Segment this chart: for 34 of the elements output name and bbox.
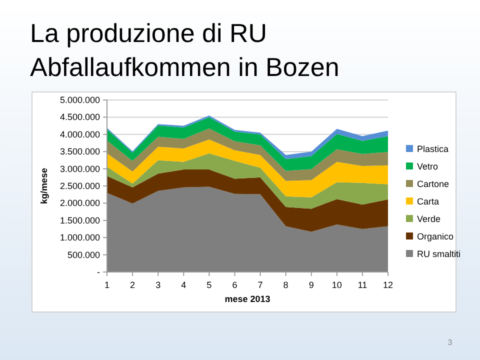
x-tick-label: 4 xyxy=(181,280,186,290)
legend-label: Carta xyxy=(417,196,440,206)
legend-label: Organico xyxy=(417,232,454,242)
x-tick-label: 8 xyxy=(283,280,288,290)
x-tick-label: 11 xyxy=(358,280,368,290)
y-tick-label: 1.500.000 xyxy=(60,215,100,226)
x-axis-title: mese 2013 xyxy=(224,294,270,304)
y-axis-title: kg/mese xyxy=(39,168,49,204)
y-tick-label: 1.000.000 xyxy=(60,232,100,243)
y-tick-label: 5.000.000 xyxy=(60,95,100,105)
legend-label: Vetro xyxy=(417,162,438,172)
legend-label: Verde xyxy=(417,214,441,224)
y-tick-label: 4.000.000 xyxy=(60,129,100,140)
x-tick-label: 9 xyxy=(308,280,314,290)
y-tick-label: 2.000.000 xyxy=(60,198,100,208)
x-tick-label: 2 xyxy=(130,280,136,290)
y-tick-label: 3.000.000 xyxy=(60,164,100,174)
y-tick-label: - xyxy=(97,267,100,277)
x-tick-label: 7 xyxy=(258,280,263,290)
y-tick-label: 3.500.000 xyxy=(60,146,100,157)
legend-label: Cartone xyxy=(417,179,450,189)
y-tick-label: 4.500.000 xyxy=(60,112,100,122)
x-tick-label: 3 xyxy=(156,280,161,290)
y-tick-label: 2.500.000 xyxy=(60,181,100,191)
x-tick-label: 1 xyxy=(104,280,110,290)
text: 3 xyxy=(448,338,453,347)
legend-label: Plastica xyxy=(417,144,449,154)
y-tick-label: 500.000 xyxy=(67,250,100,260)
x-tick-label: 10 xyxy=(332,280,342,290)
x-tick-label: 6 xyxy=(232,280,238,290)
chart-title: La produzione di RU Abfallaufkommen in Bozen xyxy=(30,18,340,82)
legend-label: RU smaltiti xyxy=(417,249,461,259)
x-tick-label: 12 xyxy=(382,280,394,290)
x-tick-label: 5 xyxy=(206,280,212,290)
